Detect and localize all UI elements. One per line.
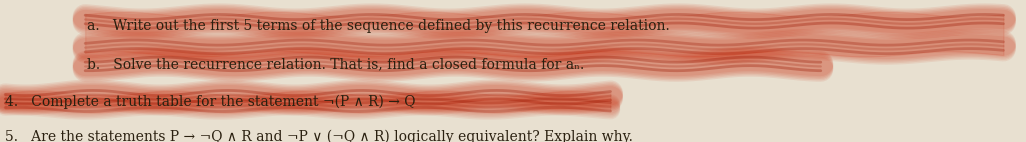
Text: a.   Write out the first 5 terms of the sequence defined by this recurrence rela: a. Write out the first 5 terms of the se… bbox=[87, 19, 670, 33]
Text: 4.   Complete a truth table for the statement ¬(P ∧ R) → Q: 4. Complete a truth table for the statem… bbox=[5, 95, 416, 109]
Text: b.   Solve the recurrence relation. That is, find a closed formula for aₙ.: b. Solve the recurrence relation. That i… bbox=[87, 57, 585, 71]
Text: 5.   Are the statements P → ¬Q ∧ R and ¬P ∨ (¬Q ∧ R) logically equivalent? Expla: 5. Are the statements P → ¬Q ∧ R and ¬P … bbox=[5, 129, 633, 142]
